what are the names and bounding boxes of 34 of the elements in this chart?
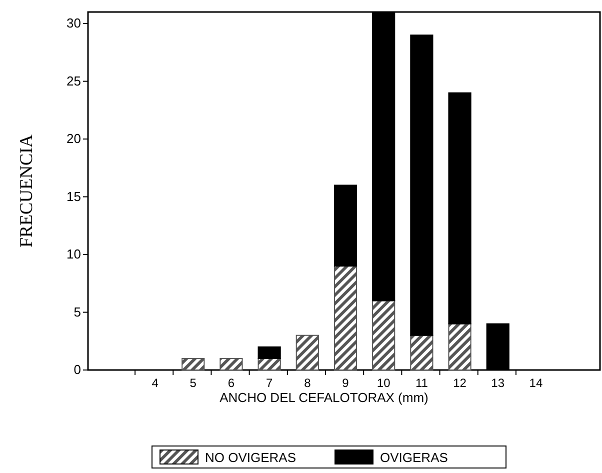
y-tick-label: 15 bbox=[66, 188, 81, 204]
y-axis-title: FRECUENCIA bbox=[16, 134, 36, 248]
x-axis-title: ANCHO DEL CEFALOTORAX (mm) bbox=[220, 390, 428, 405]
bar bbox=[296, 334, 319, 370]
bar bbox=[410, 334, 434, 370]
legend-label: OVIGERAS bbox=[380, 450, 448, 465]
y-tick-label: 0 bbox=[74, 362, 81, 377]
bar bbox=[220, 358, 243, 370]
x-tick-label: 8 bbox=[304, 376, 312, 390]
legend-label: NO OVIGERAS bbox=[205, 450, 296, 465]
x-tick-label: 10 bbox=[376, 376, 391, 390]
x-tick-label: 13 bbox=[491, 376, 505, 390]
x-tick-label: 4 bbox=[152, 376, 159, 390]
y-tick-label: 5 bbox=[74, 304, 81, 320]
bar bbox=[448, 323, 472, 370]
bar bbox=[182, 358, 205, 370]
bar bbox=[334, 184, 358, 267]
x-tick-label: 7 bbox=[266, 376, 273, 390]
bar bbox=[334, 266, 358, 370]
x-tick-label: 9 bbox=[342, 376, 350, 390]
x-tick-label: 12 bbox=[453, 376, 467, 390]
y-tick-label: 10 bbox=[66, 246, 81, 262]
bar bbox=[258, 358, 281, 370]
y-tick-label: 20 bbox=[66, 131, 81, 146]
x-tick-label: 14 bbox=[529, 376, 543, 390]
bar bbox=[448, 92, 472, 324]
y-tick-label: 25 bbox=[66, 73, 81, 88]
x-tick-label: 6 bbox=[228, 376, 235, 390]
bar bbox=[258, 346, 281, 359]
bar bbox=[410, 34, 434, 336]
y-tick-label: 30 bbox=[66, 16, 81, 31]
bar bbox=[372, 300, 396, 370]
x-tick-label: 5 bbox=[190, 376, 197, 390]
x-tick-label: 11 bbox=[415, 376, 428, 390]
